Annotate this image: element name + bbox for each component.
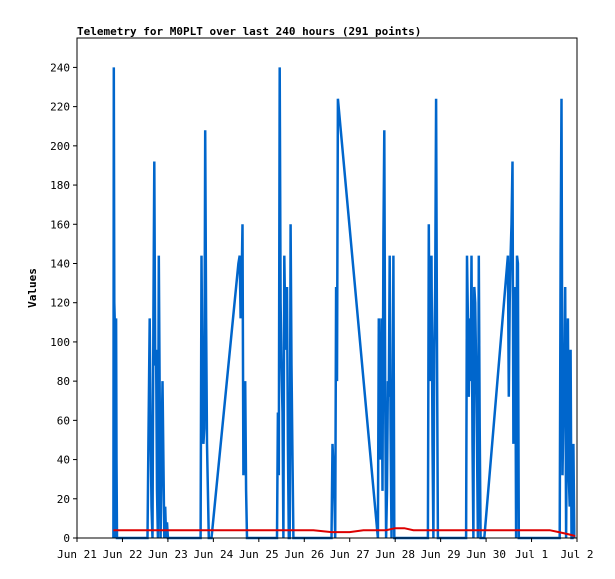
x-tick-label: Jun 23 — [148, 548, 188, 561]
y-tick-label: 100 — [50, 336, 70, 349]
y-tick-label: 20 — [57, 493, 70, 506]
y-tick-label: 200 — [50, 140, 70, 153]
y-tick-label: 240 — [50, 61, 70, 74]
x-tick-label: Jun 22 — [103, 548, 143, 561]
x-tick-label: Jul 1 — [515, 548, 548, 561]
y-tick-label: 0 — [63, 532, 70, 545]
x-tick-label: Jun 26 — [284, 548, 324, 561]
y-tick-label: 160 — [50, 218, 70, 231]
x-tick-label: Jun 21 — [57, 548, 97, 561]
x-tick-label: Jun 24 — [193, 548, 233, 561]
x-axis: Jun 21 Jun 22 Jun 23 Jun 24 Jun 25 Jun 26 Jun … — [57, 538, 594, 561]
plot-frame — [76, 37, 578, 539]
y-tick-label: 40 — [57, 454, 70, 467]
plot-area — [112, 67, 576, 540]
y-tick-label: 140 — [50, 257, 70, 270]
x-tick-label: Jun 28 — [375, 548, 415, 561]
chart-title: Telemetry for M0PLT over last 240 hours … — [77, 25, 421, 38]
x-tick-label: Jun 30 — [466, 548, 506, 561]
y-axis: 0 20 40 60 80 100 120 140 160 180 200 220 240 — [50, 61, 77, 545]
x-tick-label: Jun 25 — [239, 548, 279, 561]
x-tick-label: Jun 27 — [330, 548, 370, 561]
y-tick-label: 80 — [57, 375, 70, 388]
series-line-1 — [112, 67, 576, 540]
series-line-2 — [113, 527, 576, 537]
x-tick-label: Jul 2 — [560, 548, 593, 561]
y-tick-label: 120 — [50, 297, 70, 310]
y-tick-label: 180 — [50, 179, 70, 192]
y-tick-label: 220 — [50, 101, 70, 114]
x-tick-label: Jun 29 — [421, 548, 461, 561]
y-tick-label: 60 — [57, 414, 70, 427]
y-axis-label: Values — [26, 268, 39, 308]
